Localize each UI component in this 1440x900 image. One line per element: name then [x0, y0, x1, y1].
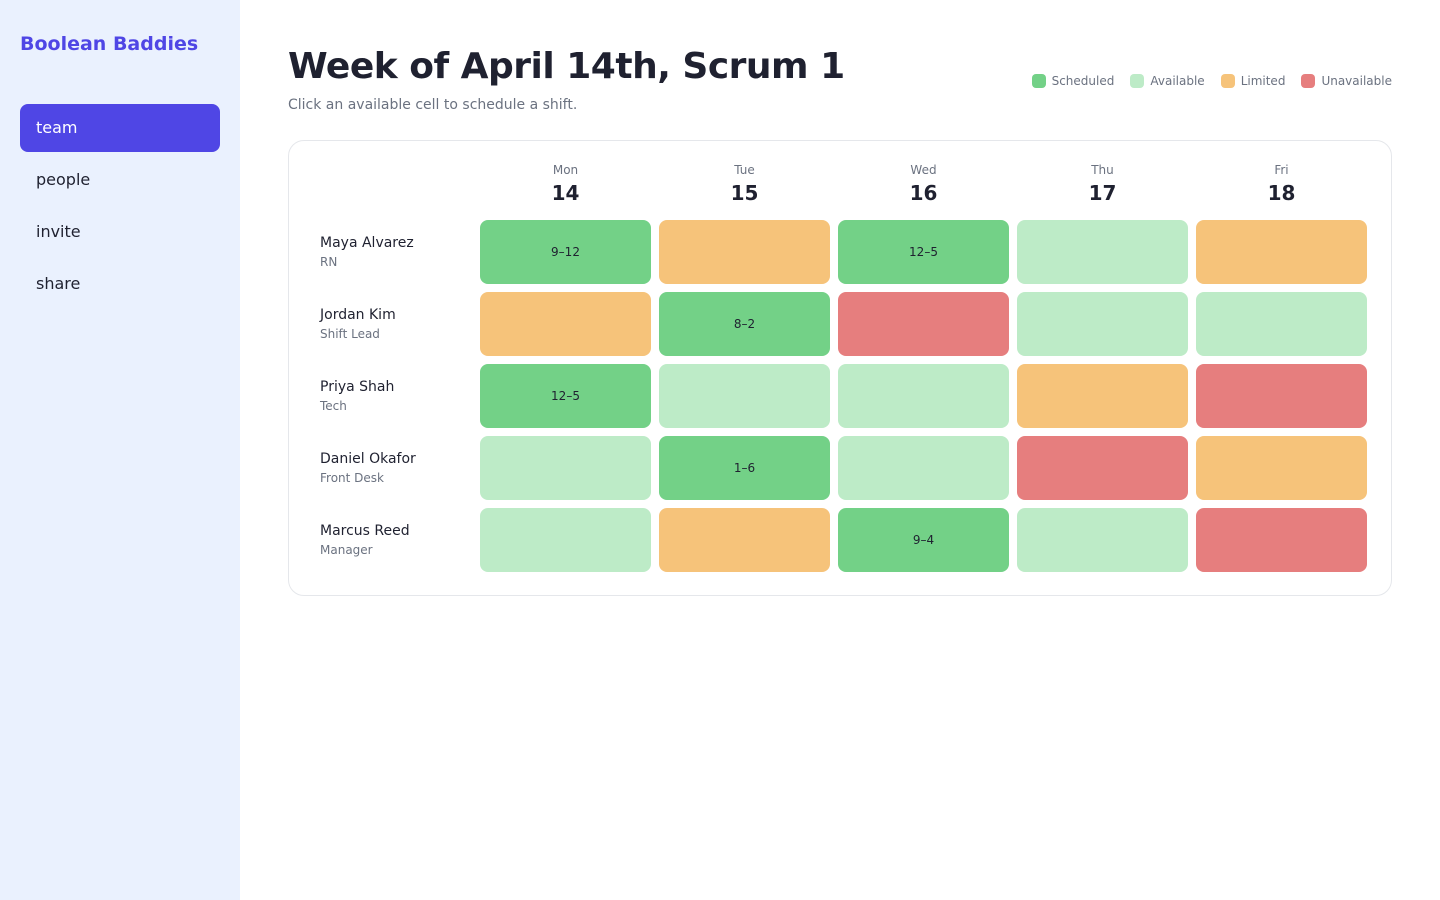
shift-cell[interactable] [1196, 292, 1367, 356]
legend-item: Unavailable [1301, 74, 1392, 88]
shift-cell[interactable] [838, 364, 1009, 428]
person: Daniel Okafor Front Desk [320, 436, 416, 500]
day-name: Tue [734, 163, 755, 177]
person: Jordan Kim Shift Lead [320, 292, 396, 356]
person-role: Shift Lead [320, 327, 380, 341]
day-date: 15 [730, 181, 759, 205]
person-name: Jordan Kim [320, 307, 396, 323]
person-role: Front Desk [320, 471, 384, 485]
person: Marcus Reed Manager [320, 508, 410, 572]
day-date: 14 [551, 181, 580, 205]
shift-cell: 1–6 [659, 436, 830, 500]
shift-cell[interactable] [1017, 292, 1188, 356]
shift-cell[interactable] [1017, 508, 1188, 572]
legend-item: Limited [1220, 74, 1286, 88]
brand: Boolean Baddies [20, 33, 199, 55]
legend: Scheduled Available Limited Unavailable [1031, 74, 1392, 88]
nav-item[interactable]: invite [36, 222, 81, 241]
page-subtitle: Click an available cell to schedule a sh… [288, 97, 578, 113]
legend-swatch [1031, 74, 1046, 88]
day-header: Mon 14 [480, 163, 651, 205]
legend-label: Available [1150, 74, 1205, 88]
shift-cell [1196, 220, 1367, 284]
person-role: Tech [320, 399, 347, 413]
nav-item[interactable]: team [20, 104, 220, 152]
legend-label: Limited [1240, 74, 1286, 88]
day-name: Fri [1274, 163, 1289, 177]
shift-cell[interactable] [838, 436, 1009, 500]
shift-cell [1196, 436, 1367, 500]
shift-cell [1017, 436, 1188, 500]
shift-cell: 9–12 [480, 220, 651, 284]
person-role: Manager [320, 543, 373, 557]
nav-item[interactable]: people [36, 170, 91, 189]
schedule-card: Mon 14 Tue 15 Wed 16 Thu 17 Fri 18 Maya Alvarez RN 9… [288, 140, 1392, 596]
shift-cell [1196, 364, 1367, 428]
person-name: Marcus Reed [320, 523, 410, 539]
shift-label: 9–12 [551, 245, 580, 259]
shift-cell [1196, 508, 1367, 572]
day-header: Tue 15 [659, 163, 830, 205]
shift-cell: 9–4 [838, 508, 1009, 572]
person: Priya Shah Tech [320, 364, 394, 428]
person: Maya Alvarez RN [320, 220, 414, 284]
legend-swatch [1220, 74, 1235, 88]
shift-cell: 8–2 [659, 292, 830, 356]
shift-cell[interactable] [480, 436, 651, 500]
shift-cell: 12–5 [480, 364, 651, 428]
shift-cell[interactable] [1017, 220, 1188, 284]
legend-swatch [1130, 74, 1145, 88]
day-date: 16 [909, 181, 938, 205]
shift-cell[interactable] [480, 508, 651, 572]
shift-cell [480, 292, 651, 356]
shift-cell [1017, 364, 1188, 428]
day-header: Wed 16 [838, 163, 1009, 205]
shift-cell [838, 292, 1009, 356]
legend-item: Scheduled [1031, 74, 1115, 88]
shift-cell [659, 508, 830, 572]
shift-label: 9–4 [912, 533, 935, 547]
shift-label: 12–5 [909, 245, 938, 259]
day-header: Thu 17 [1017, 163, 1188, 205]
person-name: Maya Alvarez [320, 235, 414, 251]
person-name: Priya Shah [320, 379, 395, 395]
day-name: Thu [1091, 163, 1114, 177]
person-name: Daniel Okafor [320, 451, 416, 467]
legend-item: Available [1130, 74, 1205, 88]
legend-label: Scheduled [1051, 74, 1115, 88]
day-name: Wed [910, 163, 937, 177]
shift-label: 1–6 [733, 461, 756, 475]
day-header: Fri 18 [1196, 163, 1367, 205]
shift-label: 8–2 [733, 317, 756, 331]
shift-cell [659, 220, 830, 284]
shift-label: 12–5 [551, 389, 580, 403]
page-title: Week of April 14th, Scrum 1 [288, 46, 845, 87]
shift-cell[interactable] [659, 364, 830, 428]
legend-label: Unavailable [1321, 74, 1392, 88]
legend-swatch [1301, 74, 1316, 88]
nav: team people invite share [20, 104, 220, 312]
day-name: Mon [552, 163, 579, 177]
sidebar: Boolean Baddies team people invite share [0, 0, 240, 900]
shift-cell: 12–5 [838, 220, 1009, 284]
person-role: RN [320, 255, 338, 269]
day-date: 18 [1267, 181, 1296, 205]
nav-item[interactable]: share [36, 274, 81, 293]
day-date: 17 [1088, 181, 1117, 205]
